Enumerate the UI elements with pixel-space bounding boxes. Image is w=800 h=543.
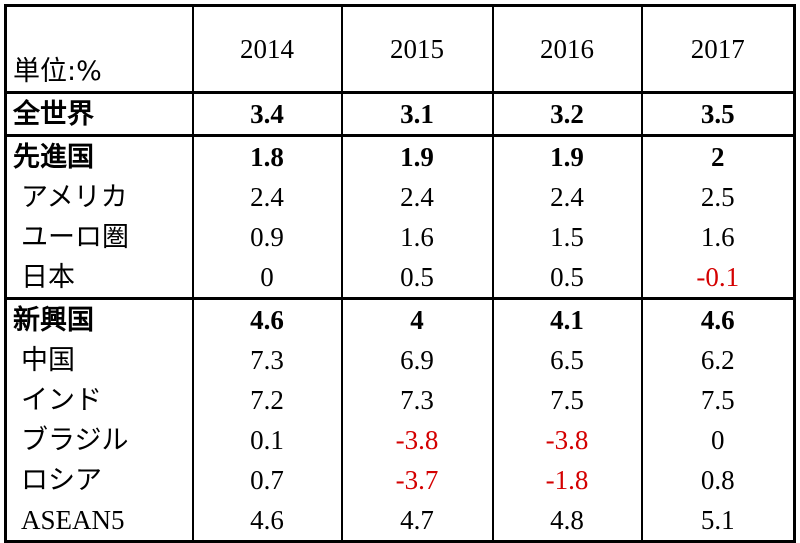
value-cell: -0.1 — [640, 257, 796, 299]
row-label: ASEAN5 — [4, 500, 194, 542]
value-cell: -3.8 — [340, 420, 494, 460]
row-label: ロシア — [4, 460, 194, 500]
value-cell: 5.1 — [640, 500, 796, 542]
column-header: 2015 — [340, 5, 494, 94]
value-cell: 0.1 — [191, 420, 343, 460]
row-label: 先進国 — [4, 134, 194, 177]
row-label: 全世界 — [4, 91, 194, 136]
row-label: 日本 — [4, 257, 194, 299]
header-row: 単位:% 2014 2015 2016 2017 — [4, 5, 796, 94]
value-cell: 7.2 — [191, 380, 343, 420]
row-label: ブラジル — [4, 420, 194, 460]
value-cell: 1.6 — [340, 217, 494, 257]
table-row: ASEAN5 4.6 4.7 4.8 5.1 — [4, 500, 796, 542]
table-row: 新興国 4.6 4 4.1 4.6 — [4, 297, 796, 340]
value-cell: 4 — [340, 297, 494, 340]
table-row: 全世界 3.4 3.1 3.2 3.5 — [4, 91, 796, 136]
value-cell: 0.7 — [191, 460, 343, 500]
value-cell: 0.5 — [491, 257, 643, 299]
value-cell: 2.4 — [491, 177, 643, 217]
growth-rate-table: 単位:% 2014 2015 2016 2017 全世界 3.4 3.1 3.2 3.5… — [4, 4, 796, 543]
table-row: アメリカ 2.4 2.4 2.4 2.5 — [4, 177, 796, 217]
value-cell: 2.4 — [191, 177, 343, 217]
value-cell: 2.4 — [340, 177, 494, 217]
table-row: 先進国 1.8 1.9 1.9 2 — [4, 134, 796, 177]
value-cell: 1.8 — [191, 134, 343, 177]
table-row: ユーロ圏 0.9 1.6 1.5 1.6 — [4, 217, 796, 257]
value-cell: 0.8 — [640, 460, 796, 500]
value-cell: 3.4 — [191, 91, 343, 136]
value-cell: 3.1 — [340, 91, 494, 136]
value-cell: 7.3 — [191, 340, 343, 380]
row-label: 新興国 — [4, 297, 194, 340]
row-label: 中国 — [4, 340, 194, 380]
column-header: 2014 — [191, 5, 343, 94]
value-cell: 0.5 — [340, 257, 494, 299]
row-label: インド — [4, 380, 194, 420]
value-cell: 4.1 — [491, 297, 643, 340]
column-header: 2017 — [640, 5, 796, 94]
value-cell: 1.9 — [340, 134, 494, 177]
value-cell: 1.9 — [491, 134, 643, 177]
row-label: アメリカ — [4, 177, 194, 217]
value-cell: 1.6 — [640, 217, 796, 257]
value-cell: 4.7 — [340, 500, 494, 542]
value-cell: 4.6 — [191, 500, 343, 542]
table-row: インド 7.2 7.3 7.5 7.5 — [4, 380, 796, 420]
value-cell: 0.9 — [191, 217, 343, 257]
value-cell: 6.2 — [640, 340, 796, 380]
table-row: ブラジル 0.1 -3.8 -3.8 0 — [4, 420, 796, 460]
row-label: ユーロ圏 — [4, 217, 194, 257]
value-cell: 3.2 — [491, 91, 643, 136]
value-cell: 0 — [640, 420, 796, 460]
value-cell: 7.3 — [340, 380, 494, 420]
value-cell: 7.5 — [640, 380, 796, 420]
value-cell: 7.5 — [491, 380, 643, 420]
table-row: ロシア 0.7 -3.7 -1.8 0.8 — [4, 460, 796, 500]
value-cell: 4.8 — [491, 500, 643, 542]
value-cell: -3.7 — [340, 460, 494, 500]
value-cell: 0 — [191, 257, 343, 299]
value-cell: 4.6 — [640, 297, 796, 340]
value-cell: 2.5 — [640, 177, 796, 217]
table-row: 日本 0 0.5 0.5 -0.1 — [4, 257, 796, 299]
value-cell: 6.5 — [491, 340, 643, 380]
table-row: 中国 7.3 6.9 6.5 6.2 — [4, 340, 796, 380]
value-cell: 4.6 — [191, 297, 343, 340]
value-cell: -1.8 — [491, 460, 643, 500]
value-cell: 6.9 — [340, 340, 494, 380]
value-cell: 2 — [640, 134, 796, 177]
value-cell: -3.8 — [491, 420, 643, 460]
column-header: 2016 — [491, 5, 643, 94]
unit-label: 単位:% — [4, 5, 194, 94]
value-cell: 1.5 — [491, 217, 643, 257]
value-cell: 3.5 — [640, 91, 796, 136]
